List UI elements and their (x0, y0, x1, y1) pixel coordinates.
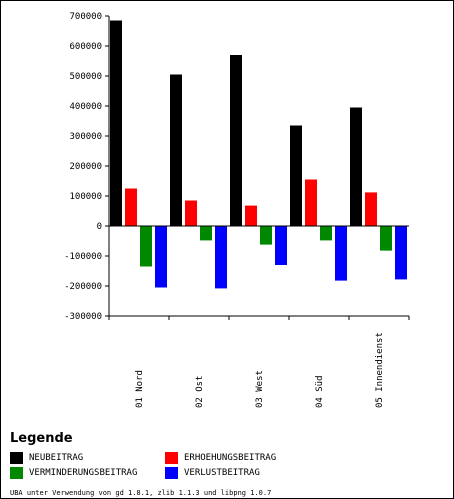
footer-credit: UBA unter Verwendung von gd 1.8.1, zlib … (10, 489, 272, 497)
y-tick-label: 700000 (69, 12, 102, 22)
legend-label: VERLUSTBEITRAG (184, 468, 260, 478)
y-tick-label: -100000 (64, 252, 102, 262)
x-tick-label: 04 Süd (315, 375, 325, 408)
bar (140, 226, 152, 267)
y-tick-label: 200000 (69, 162, 102, 172)
bar (380, 226, 392, 251)
bar (290, 125, 302, 226)
bar (230, 55, 242, 226)
bar-chart: -300000 -200000 -100000 0 100000 200000 300000… (64, 12, 410, 408)
y-tick-label: 600000 (69, 42, 102, 52)
y-tick-label: 0 (97, 222, 102, 232)
bar (320, 226, 332, 241)
bar (275, 226, 287, 265)
x-axis: 01 Nord 02 Ost 03 West 04 Süd 05 Innendienst (108, 225, 410, 408)
bar (365, 192, 377, 226)
y-tick-label: 500000 (69, 72, 102, 82)
y-tick-label: -200000 (64, 282, 102, 292)
x-tick-label: 03 West (255, 370, 265, 408)
legend-label: VERMINDERUNGSBEITRAG (29, 468, 138, 478)
bar (155, 226, 167, 288)
bar (260, 226, 272, 245)
y-tick-label: 400000 (69, 102, 102, 112)
legend-swatch (165, 467, 178, 479)
legend-swatch (165, 452, 178, 464)
bar (215, 226, 227, 289)
y-axis: -300000 -200000 -100000 0 100000 200000 300000… (64, 12, 110, 322)
legend-label: ERHOEHUNGSBEITRAG (184, 453, 277, 463)
x-tick-label: 05 Innendienst (375, 332, 385, 408)
bar (350, 107, 362, 226)
bar (185, 200, 197, 226)
x-tick-label: 01 Nord (135, 370, 145, 408)
bar (200, 226, 212, 241)
bars-group (110, 20, 407, 289)
x-tick-label: 02 Ost (195, 375, 205, 408)
y-tick-label: 300000 (69, 132, 102, 142)
bar (395, 226, 407, 280)
bar (110, 20, 122, 226)
bar (245, 205, 257, 226)
legend-label: NEUBEITRAG (29, 453, 84, 463)
y-tick-label: -300000 (64, 312, 102, 322)
bar (305, 179, 317, 226)
legend-title: Legende (10, 431, 73, 446)
bar (125, 188, 137, 226)
bar (335, 226, 347, 281)
legend-swatch (10, 452, 23, 464)
y-tick-label: 100000 (69, 192, 102, 202)
bar (170, 74, 182, 226)
legend-swatch (10, 467, 23, 479)
